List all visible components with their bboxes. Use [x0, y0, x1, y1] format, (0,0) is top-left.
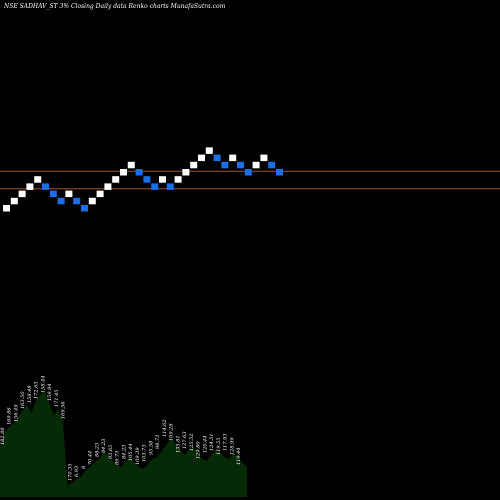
renko-brick-up — [96, 190, 104, 198]
renko-brick-down — [237, 161, 244, 169]
volume-label: 135.81 — [175, 436, 181, 454]
renko-brick-down — [244, 169, 252, 176]
renko-brick-up — [190, 161, 198, 169]
volume-label: 124.51 — [209, 434, 215, 452]
volume-label: 70.44 — [88, 451, 94, 465]
renko-brick-down — [276, 169, 283, 176]
volume-label: 119.44 — [236, 448, 242, 466]
renko-brick-down — [49, 190, 57, 198]
volume-fill — [0, 391, 247, 497]
volume-label: 169.86 — [7, 407, 13, 425]
volume-label: 158.44 — [41, 376, 47, 394]
volume-label: 125.52 — [189, 434, 195, 452]
renko-brick-up — [205, 147, 213, 154]
volume-label: 84.23 — [121, 445, 127, 459]
renko-brick-down — [73, 197, 81, 205]
renko-brick-down — [151, 183, 159, 190]
renko-brick-up — [182, 169, 190, 176]
renko-brick-down — [143, 176, 151, 183]
renko-brick-up — [174, 176, 182, 183]
renko-brick-up — [34, 176, 42, 183]
renko-brick-up — [65, 190, 73, 198]
volume-label: 156.49 — [14, 404, 20, 422]
renko-brick-down — [81, 205, 88, 212]
volume-area — [0, 391, 247, 497]
volume-label: 128.99 — [229, 437, 235, 455]
renko-brick-up — [112, 176, 120, 183]
renko-bricks — [3, 147, 283, 212]
volume-label: 120.44 — [202, 436, 208, 454]
volume-label: 127.63 — [182, 432, 188, 450]
volume-label: 171.45 — [54, 390, 60, 408]
volume-label: 95.58 — [148, 441, 154, 455]
renko-brick-down — [213, 154, 221, 162]
volume-label: 182.88 — [0, 428, 6, 446]
volume-label: 170.35 — [67, 464, 73, 482]
renko-brick-up — [10, 197, 18, 205]
volume-label: 109.39 — [135, 447, 141, 465]
volume-label: 163.50 — [20, 391, 26, 409]
chart-title: NSE SADHAV_ST 3% Closing Daily data Renk… — [3, 3, 226, 10]
renko-brick-up — [88, 197, 96, 205]
renko-brick-down — [221, 161, 229, 169]
renko-brick-down — [135, 169, 143, 176]
volume-label: 119.55 — [216, 438, 222, 456]
volume-label: 169.56 — [61, 401, 67, 419]
volume-label: 172.63 — [34, 382, 40, 400]
renko-brick-up — [26, 183, 34, 190]
volume-label: 6.93 — [74, 466, 80, 477]
renko-brick-up — [252, 161, 260, 169]
volume-label: 88.23 — [94, 443, 100, 457]
renko-brick-up — [3, 205, 10, 212]
renko-brick-up — [229, 154, 237, 162]
renko-brick-up — [198, 154, 205, 162]
volume-label: 109.28 — [169, 424, 175, 442]
renko-brick-up — [260, 154, 268, 162]
volume-label: 89.73 — [115, 451, 121, 465]
volume-label: 159.94 — [47, 384, 53, 402]
volume-label: 98.73 — [155, 435, 161, 449]
renko-brick-down — [166, 183, 174, 190]
renko-brick-up — [120, 169, 127, 176]
volume-label: 129.80 — [196, 441, 202, 459]
volume-label: 158.48 — [27, 386, 33, 404]
renko-brick-up — [18, 190, 26, 198]
volume-label: 103.73 — [142, 445, 148, 463]
renko-brick-up — [159, 176, 166, 183]
volume-label: 105.44 — [128, 444, 134, 462]
volume-label: 114.62 — [162, 420, 168, 438]
renko-brick-down — [57, 197, 65, 205]
volume-label: 84.23 — [101, 439, 107, 453]
volume-label: 117.93 — [223, 434, 229, 452]
volume-label: 93.65 — [108, 445, 114, 459]
renko-brick-down — [268, 161, 276, 169]
volume-label: 8 — [81, 466, 87, 469]
renko-brick-up — [104, 183, 112, 190]
renko-brick-down — [42, 183, 49, 190]
renko-brick-up — [127, 161, 135, 169]
